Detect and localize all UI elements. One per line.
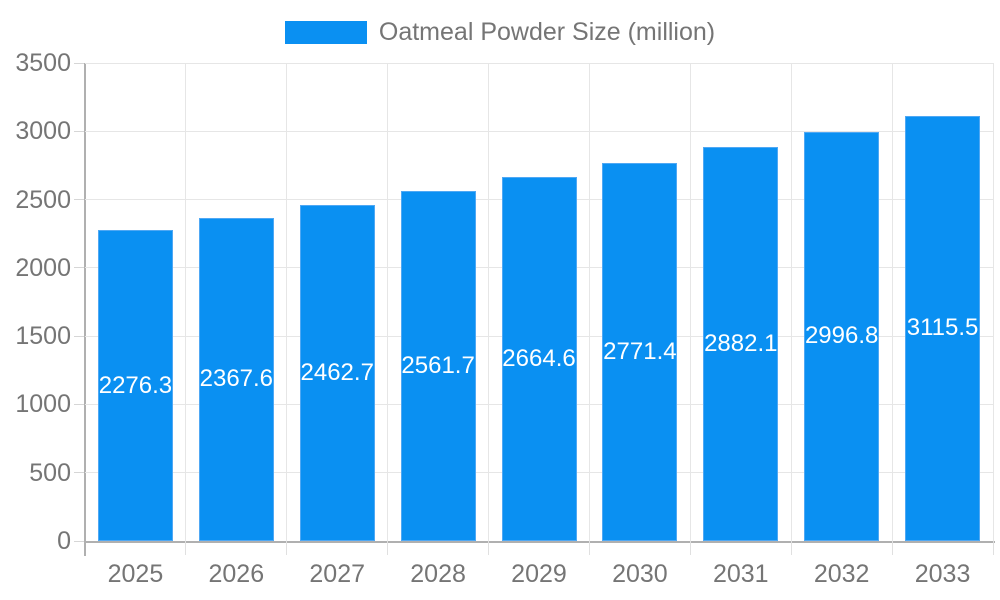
- gridline-vertical: [185, 63, 187, 541]
- bar-2032[interactable]: 2996.8: [804, 131, 880, 541]
- x-axis-label: 2028: [410, 560, 466, 588]
- y-axis-tick: [74, 130, 84, 132]
- bar-2025[interactable]: 2276.3: [97, 230, 173, 541]
- y-axis-label: 0: [57, 527, 71, 555]
- bar-value-label: 3115.5: [906, 314, 979, 342]
- bar-2029[interactable]: 2664.6: [501, 177, 577, 541]
- y-axis-tick: [74, 540, 84, 542]
- gridline-vertical: [286, 63, 288, 541]
- gridline-vertical: [891, 63, 893, 541]
- bar-2033[interactable]: 3115.5: [905, 115, 981, 541]
- y-axis-tick: [74, 403, 84, 405]
- gridline-vertical: [689, 63, 691, 541]
- legend[interactable]: Oatmeal Powder Size (million): [0, 16, 1000, 48]
- y-axis-label: 3000: [15, 117, 71, 146]
- y-axis-label: 3500: [15, 49, 71, 77]
- bar-value-label: 2462.7: [300, 358, 374, 386]
- gridline-vertical: [488, 63, 490, 541]
- gridline-vertical: [790, 63, 792, 541]
- bar-2026[interactable]: 2367.6: [198, 217, 274, 541]
- bar-value-label: 2771.4: [603, 337, 677, 365]
- gridline-vertical: [588, 63, 590, 541]
- legend-label: Oatmeal Powder Size (million): [378, 17, 716, 46]
- x-axis-label: 2027: [309, 560, 366, 588]
- x-axis-tick: [588, 541, 590, 555]
- bar-value-label: 2276.3: [98, 371, 173, 399]
- bar-2030[interactable]: 2771.4: [602, 162, 678, 541]
- y-axis-tick: [74, 472, 84, 474]
- x-axis-label: 2026: [208, 560, 265, 588]
- x-axis-tick: [689, 541, 691, 555]
- bar-value-label: 2561.7: [401, 352, 475, 380]
- x-axis-tick: [387, 541, 389, 555]
- gridline-horizontal: [85, 62, 993, 64]
- bar-2031[interactable]: 2882.1: [703, 147, 779, 541]
- bar-value-label: 2996.8: [804, 322, 879, 350]
- x-axis-tick: [891, 541, 893, 555]
- legend-color-swatch: [284, 20, 367, 44]
- bar-value-label: 2882.1: [704, 330, 778, 358]
- y-axis-line: [84, 63, 86, 556]
- y-axis-label: 2000: [15, 253, 71, 282]
- bar-value-label: 2367.6: [199, 365, 274, 393]
- gridline-vertical: [387, 63, 389, 541]
- x-axis-label: 2029: [511, 560, 567, 588]
- x-axis-label: 2032: [813, 560, 870, 588]
- gridline-vertical: [992, 63, 994, 541]
- y-axis-label: 1500: [15, 322, 71, 351]
- x-axis-tick: [790, 541, 792, 555]
- y-axis-tick: [74, 62, 84, 64]
- y-axis-tick: [74, 199, 84, 201]
- y-axis-label: 500: [29, 458, 71, 487]
- x-axis-label: 2031: [712, 560, 769, 588]
- y-axis-tick: [74, 335, 84, 337]
- bar-2028[interactable]: 2561.7: [400, 191, 476, 541]
- gridline-horizontal: [85, 130, 993, 132]
- bar-2027[interactable]: 2462.7: [299, 204, 375, 541]
- x-axis-label: 2033: [914, 560, 971, 588]
- y-axis-label: 2500: [15, 185, 71, 214]
- x-axis-tick: [286, 541, 288, 555]
- y-axis-tick: [74, 267, 84, 269]
- x-axis-tick: [488, 541, 490, 555]
- x-axis-tick: [992, 541, 994, 555]
- bar-value-label: 2664.6: [502, 345, 576, 373]
- y-axis-label: 1000: [15, 390, 71, 419]
- x-axis-tick: [185, 541, 187, 555]
- x-axis-label: 2030: [612, 560, 668, 588]
- x-axis-label: 2025: [107, 560, 164, 588]
- x-axis-line: [84, 541, 995, 543]
